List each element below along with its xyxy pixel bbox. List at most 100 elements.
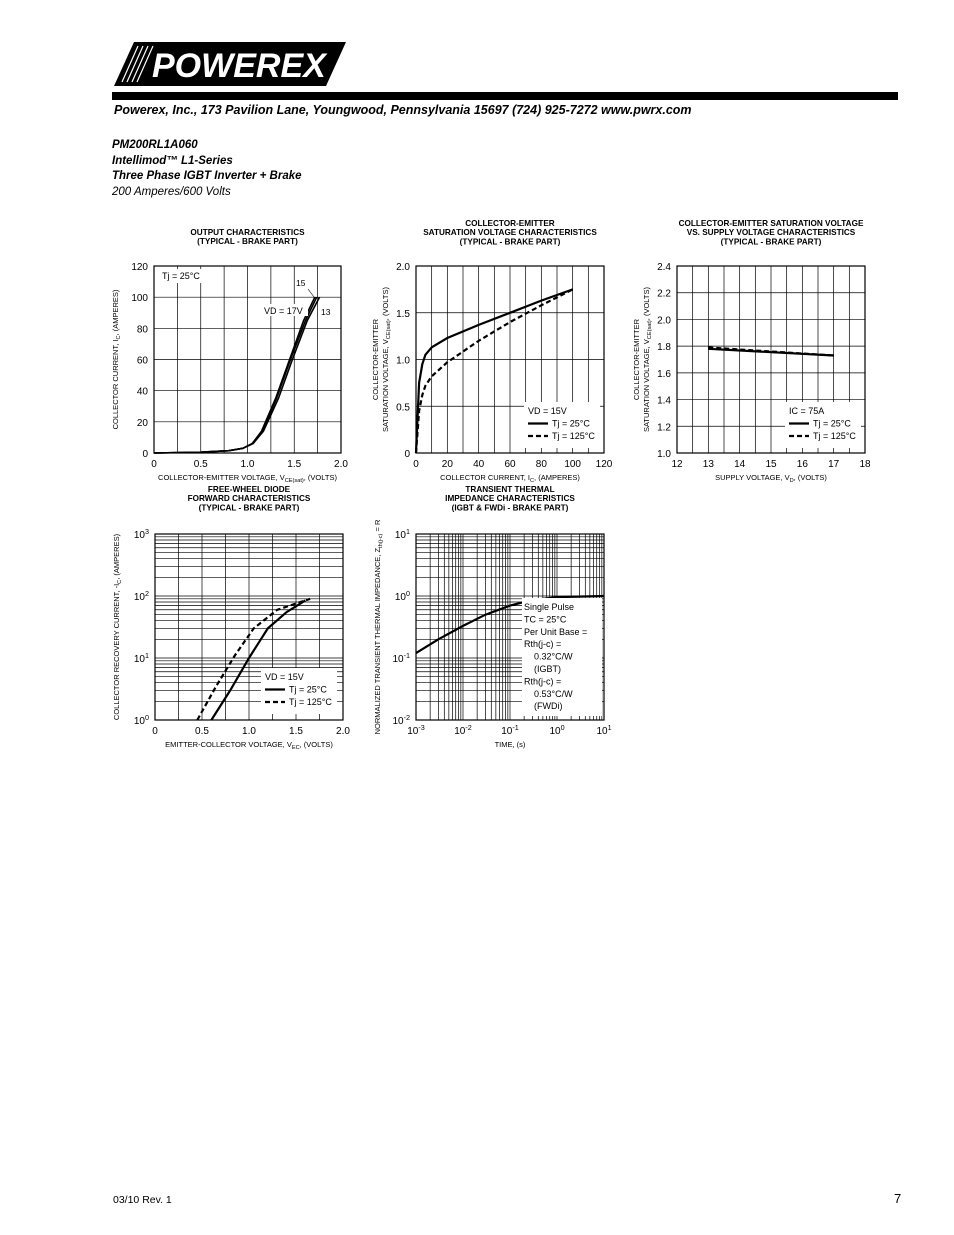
vce_vd-ylabel: SATURATION VOLTAGE, VCE(sat), (VOLTS): [642, 286, 653, 432]
output-ytick: 120: [131, 262, 148, 273]
output-annotation: 15: [296, 278, 306, 288]
output-annot-bg: [262, 304, 308, 316]
logo-text: POWEREX: [152, 47, 328, 85]
vce_vd-xtick: 17: [828, 459, 840, 470]
output-series-line: [153, 296, 316, 454]
vce_ic-xlabel: COLLECTOR CURRENT, IC, (AMPERES): [440, 473, 580, 484]
diode-legend-text: VD = 15V: [265, 672, 304, 682]
product-series: Intellimod™ L1-Series: [112, 154, 233, 167]
output-ytick: 0: [142, 449, 148, 460]
vce_vd-ytick: 1.0: [657, 449, 671, 460]
vce_vd-xtick: 12: [671, 459, 683, 470]
vce_vd-xtick: 13: [703, 459, 715, 470]
thermal-legend-text: 0.32°C/W: [534, 652, 573, 662]
vce_vd-legend-text: Tj = 125°C: [813, 431, 856, 441]
output-series-line: [153, 296, 321, 454]
thermal-ytick: 10-2: [392, 713, 410, 727]
thermal-ytick: 101: [395, 527, 410, 541]
vce_vd-ytick: 2.4: [657, 262, 671, 273]
output-ytick: 20: [137, 418, 149, 429]
diode-xtick: 1.5: [289, 726, 303, 737]
output-title: OUTPUT CHARACTERISTICS: [190, 228, 305, 237]
vce_vd-xtick: 15: [765, 459, 777, 470]
diode-xtick: 1.0: [242, 726, 256, 737]
output-ytick: 40: [137, 387, 149, 398]
vce_vd-ytick: 2.0: [657, 315, 671, 326]
vce_vd-frame: [676, 265, 866, 454]
product-rating: 200 Amperes/600 Volts: [112, 185, 231, 198]
thermal-legend-text: Single Pulse: [524, 602, 574, 612]
powerex-logo: POWEREX: [114, 42, 346, 86]
part-number: PM200RL1A060: [112, 139, 198, 151]
vce_vd-xtick: 14: [734, 459, 746, 470]
vce_vd-legend-box: [785, 402, 861, 448]
output-frame: [153, 265, 342, 454]
output-title: (TYPICAL - BRAKE PART): [197, 237, 298, 246]
vce_ic-ylabel: SATURATION VOLTAGE, VCE(sat), (VOLTS): [381, 286, 392, 432]
output-xtick: 0.5: [194, 459, 208, 470]
thermal-xtick: 10-3: [407, 723, 425, 737]
vce_vd-xtick: 16: [797, 459, 809, 470]
vce_vd-title: (TYPICAL - BRAKE PART): [721, 237, 822, 246]
diode-xlabel: EMITTER-COLLECTOR VOLTAGE, VEC, (VOLTS): [165, 740, 333, 751]
vce_vd-xlabel: SUPPLY VOLTAGE, VD, (VOLTS): [715, 473, 827, 484]
output-ytick: 60: [137, 356, 149, 367]
output-xlabel: COLLECTOR-EMITTER VOLTAGE, VCE(sat), (VO…: [158, 473, 337, 484]
output-xtick: 1.0: [241, 459, 255, 470]
vce_vd-ytick: 1.6: [657, 369, 671, 380]
vce_ic-title: (TYPICAL - BRAKE PART): [460, 237, 561, 246]
diode-xtick: 2.0: [336, 726, 350, 737]
vce_ic-ytick: 1.0: [396, 356, 410, 367]
thermal-legend-text: TC = 25°C: [524, 614, 567, 624]
vce_vd-legend-text: IC = 75A: [789, 406, 824, 416]
vce_vd-ytick: 2.2: [657, 289, 671, 300]
diode-ytick: 103: [134, 527, 149, 541]
thermal-legend-text: (IGBT): [534, 664, 561, 674]
diode-ytick: 100: [134, 713, 149, 727]
thermal-ylabel: NORMALIZED TRANSIENT THERMAL IMPEDANCE, …: [373, 519, 384, 734]
vce_vd-series: [708, 346, 834, 357]
diode-legend-box: [261, 668, 337, 714]
vce_ic-ytick: 2.0: [396, 262, 410, 273]
thermal-title: IMPEDANCE CHARACTERISTICS: [445, 494, 575, 503]
diode-title: FORWARD CHARACTERISTICS: [188, 494, 311, 503]
thermal-xtick: 101: [596, 723, 611, 737]
output-xtick: 0: [151, 459, 157, 470]
output-annotation: Tj = 25°C: [162, 271, 200, 281]
thermal-legend-text: Rth(j-c) =: [524, 676, 561, 686]
vce_ic-frame: [415, 265, 605, 454]
vce_ic-xtick: 0: [413, 459, 419, 470]
output-xtick: 1.5: [287, 459, 301, 470]
vce_ic-legend-text: VD = 15V: [528, 406, 567, 416]
vce_ic-ytick: 1.5: [396, 309, 410, 320]
diode-series: [196, 597, 311, 721]
product-description: Three Phase IGBT Inverter + Brake: [112, 170, 302, 182]
vce_ic-ytick: 0: [404, 449, 410, 460]
thermal-legend-text: Rth(j-c) =: [524, 639, 561, 649]
vce_ic-xtick: 120: [596, 459, 613, 470]
vce_ic-title: SATURATION VOLTAGE CHARACTERISTICS: [423, 228, 597, 237]
output-series: [153, 296, 321, 454]
page-number: 7: [894, 1191, 902, 1206]
diode-xtick: 0.5: [195, 726, 209, 737]
vce_ic-series: [414, 288, 574, 454]
company-address: Powerex, Inc., 173 Pavilion Lane, Youngw…: [114, 103, 692, 117]
vce_ic-ylabel: COLLECTOR-EMITTER: [371, 318, 380, 400]
vce_vd-series-line: [708, 346, 834, 357]
vce_ic-series-line: [414, 288, 574, 454]
thermal-ytick: 10-1: [392, 651, 410, 665]
output-annotation: VD = 17V: [264, 306, 303, 316]
vce_ic-legend-box: [524, 402, 600, 448]
diode-legend-text: Tj = 25°C: [289, 685, 327, 695]
vce_vd-ytick: 1.4: [657, 396, 671, 407]
vce_ic-legend-text: Tj = 125°C: [552, 431, 595, 441]
vce_ic-xtick: 20: [442, 459, 454, 470]
vce_vd-ytick: 1.2: [657, 422, 671, 433]
diode-ytick: 102: [134, 589, 149, 603]
vce_vd-title: COLLECTOR-EMITTER SATURATION VOLTAGE: [679, 219, 864, 228]
vce_ic-legend-text: Tj = 25°C: [552, 419, 590, 429]
thermal-xtick: 10-2: [454, 723, 472, 737]
output-ytick: 100: [131, 293, 148, 304]
diode-series-line: [196, 597, 311, 721]
